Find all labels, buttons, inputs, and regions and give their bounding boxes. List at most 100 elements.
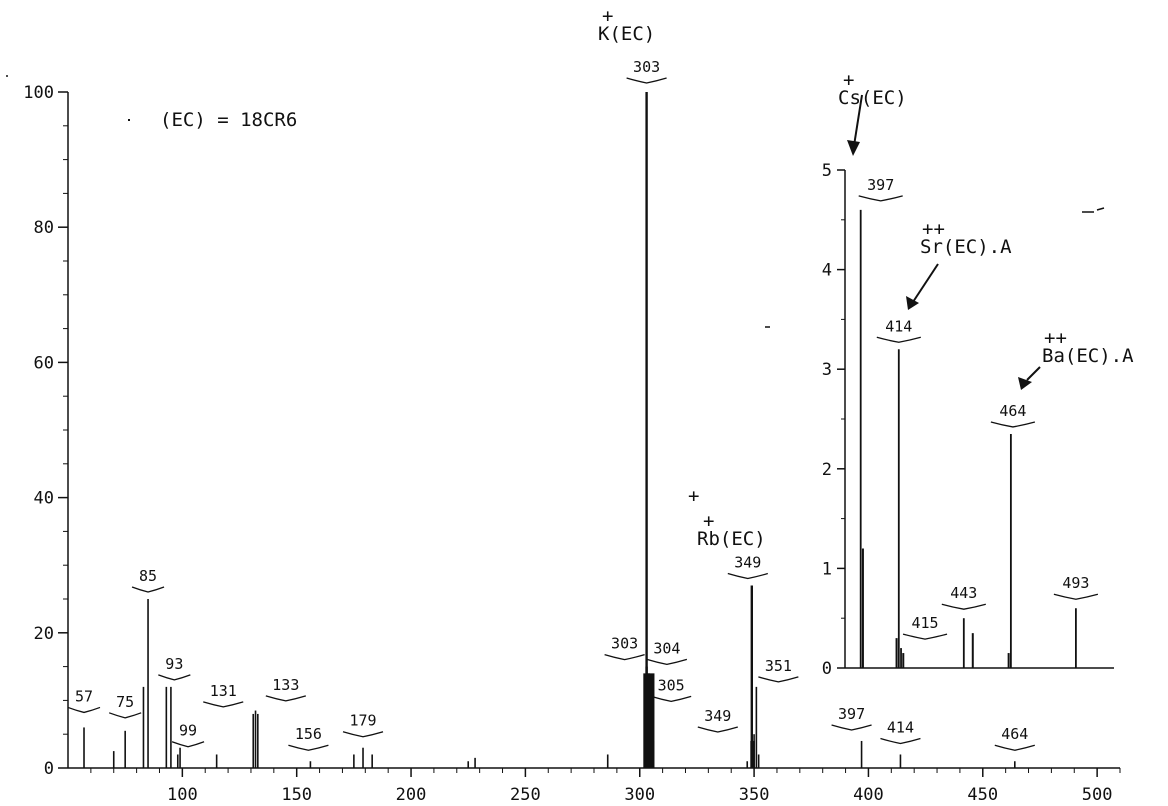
main-peak-label: 156 bbox=[295, 725, 322, 743]
plus-mark: + bbox=[843, 69, 854, 91]
sr-arrowhead bbox=[906, 296, 919, 310]
main-peak-label: 305 bbox=[658, 676, 685, 694]
main-x-tick-label: 100 bbox=[167, 785, 198, 805]
main-peak-label: 85 bbox=[139, 567, 157, 585]
main-label-brace bbox=[727, 572, 768, 580]
main-y-tick-label: 20 bbox=[34, 624, 54, 644]
ba-ec-label: Ba(EC).A bbox=[1042, 345, 1134, 367]
main-y-tick-label: 40 bbox=[34, 489, 54, 509]
inset-label-brace bbox=[876, 336, 921, 343]
main-peak-label: 303 bbox=[611, 635, 638, 653]
main-y-ticks: 0 20 40 60 80 100 bbox=[23, 83, 68, 779]
plus-mark: + bbox=[703, 510, 714, 532]
main-axes bbox=[67, 92, 1120, 769]
main-x-tick-label: 300 bbox=[624, 785, 655, 805]
inset-peak-label: 443 bbox=[950, 584, 977, 602]
main-label-brace bbox=[288, 744, 329, 751]
main-label-brace bbox=[67, 706, 101, 714]
main-peak-label: 57 bbox=[75, 687, 93, 705]
inset-peak-labels: 397 414 415 443 464 493 bbox=[858, 176, 1099, 640]
main-peaks bbox=[83, 92, 1016, 768]
sr-ec-label: Sr(EC).A bbox=[920, 236, 1012, 258]
inset-y-ticks: 0 1 2 3 4 5 bbox=[822, 161, 845, 679]
main-label-brace bbox=[158, 674, 191, 681]
main-peak-label: 179 bbox=[349, 712, 376, 730]
inset-peak-label: 397 bbox=[867, 176, 894, 194]
main-y-tick-label: 80 bbox=[34, 218, 54, 238]
main-x-tick-label: 500 bbox=[1082, 785, 1113, 805]
sr-arrow-shaft bbox=[910, 263, 939, 306]
main-peak-cluster-349 bbox=[750, 740, 755, 768]
inset-label-brace bbox=[990, 421, 1036, 428]
main-label-brace bbox=[880, 737, 921, 745]
k-ec-label: K(EC) bbox=[598, 23, 655, 45]
ba-arrow-shaft bbox=[1026, 366, 1041, 381]
inset-label-brace bbox=[1053, 593, 1099, 600]
inset-peak-label: 464 bbox=[999, 402, 1026, 420]
main-label-brace bbox=[650, 695, 692, 703]
inset-peak-label: 415 bbox=[911, 614, 938, 632]
main-label-brace bbox=[626, 77, 667, 84]
inset-y-tick-label: 3 bbox=[822, 360, 832, 380]
main-peak-label: 303 bbox=[633, 58, 660, 76]
ba-ec-species-label: Ba(EC).A ++ bbox=[1018, 327, 1134, 390]
main-peak-label: 349 bbox=[734, 553, 761, 571]
main-peak-label: 133 bbox=[272, 676, 299, 694]
inset-label-brace bbox=[858, 195, 903, 202]
rb-ec-label: Rb(EC) bbox=[697, 528, 766, 550]
inset-peak-label: 414 bbox=[885, 317, 912, 335]
main-label-brace bbox=[342, 731, 384, 738]
main-peak-label: 93 bbox=[165, 655, 183, 673]
inset-y-tick-label: 2 bbox=[822, 460, 832, 480]
main-label-brace bbox=[646, 658, 688, 666]
inset-y-tick-label: 4 bbox=[822, 261, 832, 281]
cs-ec-species-label: Cs(EC) + bbox=[838, 69, 907, 156]
ba-arrowhead bbox=[1018, 377, 1032, 390]
main-label-brace bbox=[758, 676, 799, 683]
main-peak-label: 349 bbox=[704, 707, 731, 725]
main-peak-cluster-303 bbox=[643, 673, 655, 768]
main-x-tick-label: 400 bbox=[853, 785, 884, 805]
main-peak-label: 131 bbox=[210, 682, 237, 700]
inset-peak-label: 493 bbox=[1062, 574, 1089, 592]
composition-annotation: (EC) = 18CR6 bbox=[160, 109, 297, 131]
main-y-tick-label: 60 bbox=[34, 353, 54, 373]
main-label-brace bbox=[171, 741, 205, 748]
main-label-brace bbox=[604, 653, 645, 661]
main-x-tick-label: 250 bbox=[510, 785, 541, 805]
main-x-tick-label: 150 bbox=[281, 785, 312, 805]
main-x-tick-label: 200 bbox=[396, 785, 427, 805]
main-x-ticks: 100 150 200 250 300 350 400 450 500 bbox=[90, 768, 1121, 805]
inset-peaks bbox=[859, 209, 1077, 668]
main-y-tick-label: 100 bbox=[23, 83, 54, 103]
inset-y-tick-label: 0 bbox=[822, 659, 832, 679]
cs-ec-label: Cs(EC) bbox=[838, 87, 907, 109]
plus-mark: + bbox=[602, 5, 613, 27]
inset-label-brace bbox=[902, 633, 948, 640]
rb-ec-species-label: Rb(EC) + + bbox=[688, 485, 766, 550]
sr-ec-species-label: Sr(EC).A ++ bbox=[906, 218, 1012, 310]
main-label-brace bbox=[697, 726, 738, 733]
plus-mark: ++ bbox=[1044, 327, 1067, 349]
main-peak-label: 464 bbox=[1001, 725, 1028, 743]
main-x-tick-label: 350 bbox=[739, 785, 770, 805]
main-label-brace bbox=[131, 586, 165, 593]
plus-mark: + bbox=[688, 485, 699, 507]
main-x-tick-label: 450 bbox=[967, 785, 998, 805]
main-peak-label: 414 bbox=[887, 718, 914, 736]
main-peak-label: 99 bbox=[179, 722, 197, 740]
main-y-tick-label: 0 bbox=[44, 759, 54, 779]
inset-label-brace bbox=[941, 603, 986, 610]
inset-y-tick-label: 5 bbox=[822, 161, 832, 181]
main-peak-label: 75 bbox=[116, 693, 134, 711]
plus-mark: ++ bbox=[922, 218, 945, 240]
main-peak-label: 351 bbox=[765, 657, 792, 675]
inset-y-tick-label: 1 bbox=[822, 559, 832, 579]
main-peak-label: 304 bbox=[653, 639, 680, 657]
main-peak-label: 397 bbox=[838, 705, 865, 723]
k-ec-species-label: K(EC) + bbox=[598, 5, 655, 45]
main-label-brace bbox=[265, 695, 307, 702]
